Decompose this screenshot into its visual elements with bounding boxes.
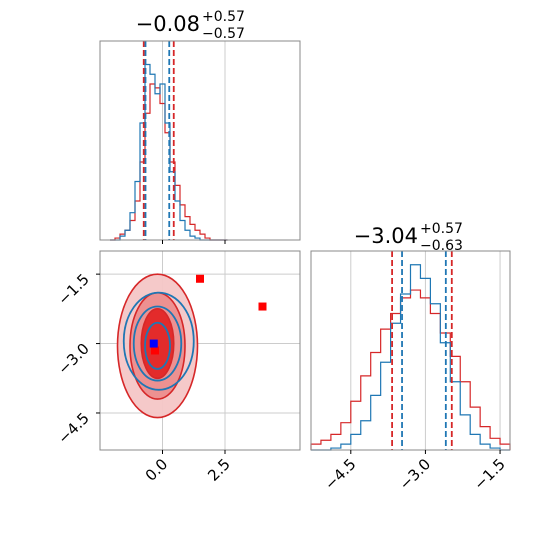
top-hist-title-plus: +0.57 [202, 9, 245, 25]
blue-contour-inner [144, 321, 171, 370]
blue-contour-outer [122, 291, 195, 391]
top-histogram-frame [99, 40, 301, 241]
right-hist-title-minus: −0.63 [420, 238, 463, 254]
marker-red-1 [258, 302, 267, 311]
right-hist-title-plus: +0.57 [420, 221, 463, 237]
blue-contour-middle [132, 305, 183, 382]
top-hist-title-median: −0.08 [136, 12, 200, 36]
contour-panel: 0.0 2.5−1.5−3.0−4.5 [54, 250, 301, 485]
right-histogram-frame [310, 250, 511, 451]
right-hist-title-median: −3.04 [354, 224, 418, 248]
top-histogram-panel [99, 40, 301, 244]
top-hist-title-minus: −0.57 [202, 26, 245, 42]
marker-blue-3 [149, 339, 158, 348]
marker-red-0 [196, 274, 204, 283]
contour-frame [99, 250, 301, 451]
hist-series-blue-top [110, 63, 228, 241]
hist-series-blue-right [311, 264, 510, 451]
marker-red-2 [151, 346, 159, 355]
